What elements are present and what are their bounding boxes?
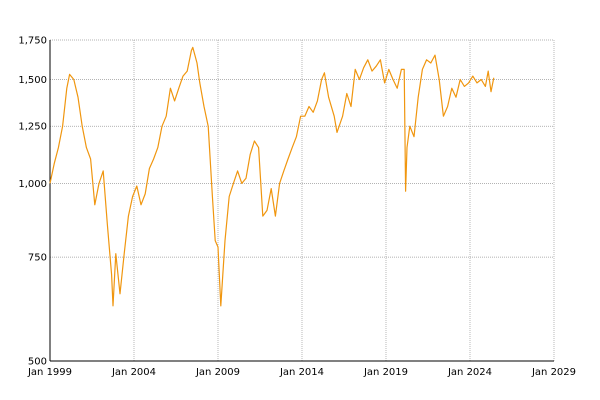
y-tick-label: 500 (28, 357, 47, 368)
axes (49, 40, 554, 362)
y-tick-label: 750 (28, 253, 47, 264)
series-layer (49, 46, 495, 307)
series-line-0 (49, 46, 495, 307)
tick-labels: 500 750 1,000 1,250 1,500 1,750 Jan 1999 Jan 20… (18, 36, 576, 379)
grid (50, 39, 555, 361)
y-tick-label: 1,000 (18, 179, 47, 190)
y-tick-label: 1,500 (18, 75, 47, 86)
x-tick-label: Jan 2014 (279, 367, 324, 378)
x-tick-label: Jan 2009 (195, 367, 240, 378)
x-tick-label: Jan 1999 (27, 367, 72, 378)
x-tick-label: Jan 2024 (447, 367, 492, 378)
x-tick-label: Jan 2004 (111, 367, 156, 378)
y-tick-label: 1,250 (18, 122, 47, 133)
x-tick-label: Jan 2019 (363, 367, 408, 378)
x-tick-label: Jan 2029 (531, 367, 576, 378)
y-tick-label: 1,750 (18, 36, 47, 47)
